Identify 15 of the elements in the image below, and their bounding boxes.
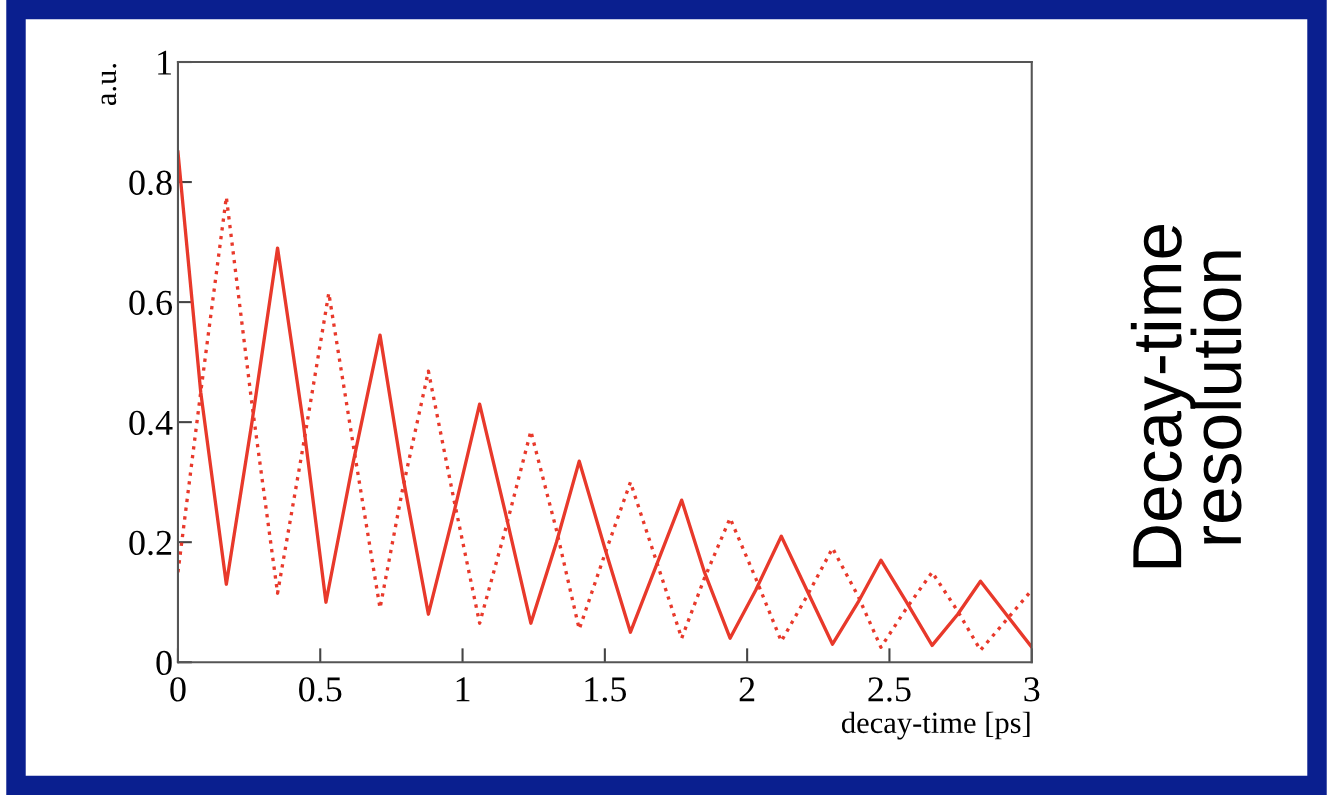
y-tick-label: 0.2 [129, 530, 172, 556]
y-tick-label: 0.6 [129, 290, 173, 316]
x-tick-label: 1.5 [585, 677, 627, 702]
y-axis-title: a.u. [101, 64, 117, 106]
x-tick-label: 0.5 [299, 677, 342, 702]
y-tick-label: 1 [158, 50, 171, 75]
x-tick-label: 2.5 [868, 677, 911, 702]
x-tick-label: 2 [739, 677, 755, 702]
x-tick-label: 3 [1024, 677, 1040, 702]
y-tick-label: 0 [156, 650, 172, 676]
text: Decay-time resolution [1130, 225, 1242, 568]
x-axis-title: decay-time [ps] [841, 711, 1030, 740]
y-tick-label: 0.8 [129, 170, 172, 196]
x-tick-label: 1 [456, 677, 470, 702]
y-tick-label: 0.4 [129, 410, 173, 436]
